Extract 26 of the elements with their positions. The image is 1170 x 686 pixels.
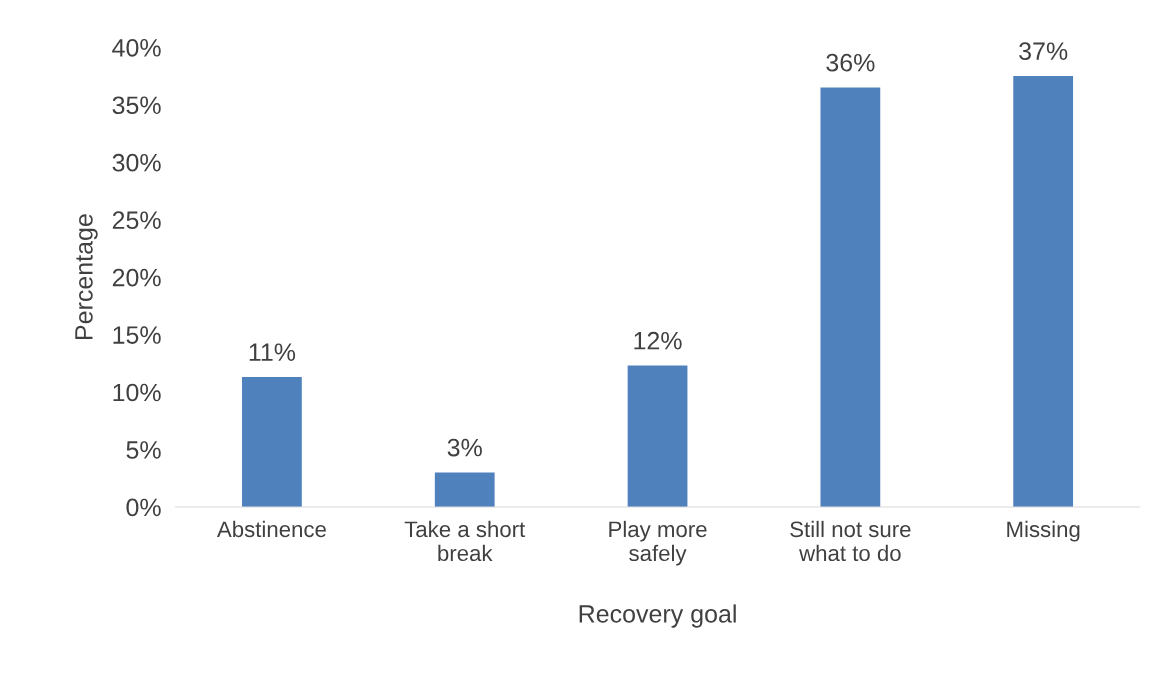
data-label: 12%: [634, 331, 682, 350]
x-tick-label: Still not sure what to do: [790, 520, 911, 562]
data-label: 36%: [826, 53, 875, 72]
y-axis-title: Percentage: [75, 214, 98, 340]
data-label: 3%: [447, 438, 482, 457]
x-tick-label: Missing: [1007, 520, 1080, 542]
x-axis-title: Recovery goal: [579, 604, 736, 628]
y-tick-label: 15%: [113, 326, 161, 344]
x-tick-label: Abstinence: [216, 520, 326, 538]
y-tick-label: 5%: [126, 441, 161, 459]
bar: [820, 87, 881, 507]
x-tick-label: Take a short break: [404, 520, 526, 562]
bar: [434, 472, 495, 507]
x-tick-label: Play more safely: [609, 520, 707, 566]
bar: [242, 377, 302, 507]
y-tick-label: 40%: [112, 38, 161, 57]
data-label: 11%: [249, 343, 296, 361]
y-tick-label: 10%: [113, 383, 161, 402]
y-tick-label: 20%: [112, 268, 161, 287]
y-tick-label: 30%: [112, 153, 161, 172]
data-label: 37%: [1019, 42, 1068, 61]
y-tick-label: 35%: [112, 96, 161, 115]
bar: [1013, 76, 1074, 507]
y-tick-label: 25%: [112, 211, 161, 229]
bar: [627, 365, 688, 507]
y-tick-label: 0%: [126, 498, 161, 517]
